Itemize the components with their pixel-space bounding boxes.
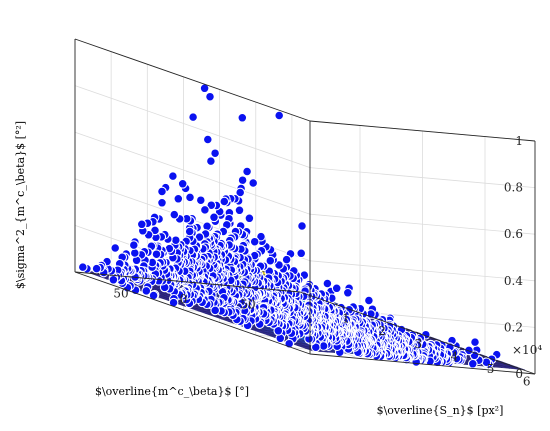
scatter-point — [244, 213, 255, 224]
y-tick-label: 3 — [414, 337, 422, 351]
axis-box-edge — [309, 120, 536, 142]
z-tick-label: 0.8 — [504, 181, 523, 195]
scatter-point — [467, 358, 478, 369]
scatter-point — [129, 248, 140, 258]
scatter-point — [322, 278, 333, 289]
scatter-point — [209, 212, 219, 223]
y-exponent-label: ×10⁴ — [512, 343, 542, 357]
scatter-point — [169, 209, 180, 220]
scatter-point — [237, 175, 248, 186]
scatter-point — [136, 219, 147, 230]
z-tick-labels: 0 0.2 0.4 0.6 0.8 1 — [504, 134, 523, 381]
z-tick-label: 0.6 — [504, 227, 523, 241]
scatter-point — [364, 295, 374, 306]
scatter-point — [200, 205, 210, 215]
scatter-point — [195, 195, 206, 206]
scatter-point — [202, 221, 212, 232]
axis-box-edge — [74, 271, 311, 355]
scatter-point — [206, 200, 217, 211]
scatter-point — [274, 110, 285, 121]
y-tick-label: 1 — [342, 312, 350, 326]
scatter-point — [248, 178, 259, 188]
scatter-point — [91, 263, 102, 274]
axis-box-edge — [74, 38, 311, 122]
scatter-point — [184, 226, 195, 237]
scatter-point — [157, 186, 167, 197]
y-tick-label: 5 — [487, 362, 495, 376]
z-tick-label: 0 — [515, 367, 523, 381]
z-tick-label: 1 — [515, 134, 523, 148]
scatter-point — [108, 274, 119, 285]
scatter-point — [110, 243, 121, 253]
scatter-point — [296, 248, 307, 259]
z-tick-label: 0.4 — [504, 274, 523, 288]
scatter-point — [249, 236, 260, 247]
scatter-point — [188, 112, 198, 122]
scatter-point — [237, 112, 248, 123]
scatter-point — [170, 235, 181, 246]
x-axis-label: $\overline{m^c_\beta}$ [°] — [95, 385, 249, 398]
y-axis-label: $\overline{S_n}$ [px²] — [377, 404, 504, 417]
scatter-point — [185, 192, 195, 203]
scatter-point — [128, 240, 139, 250]
scatter-point — [234, 205, 245, 216]
scatter-point — [168, 297, 179, 308]
scatter-series — [77, 83, 502, 369]
scatter-point — [256, 231, 266, 242]
scatter-point — [210, 148, 220, 159]
y-tick-label: 6 — [523, 375, 531, 389]
scatter-point — [173, 193, 184, 204]
x-axis-line — [74, 271, 301, 293]
scatter-point — [265, 255, 276, 266]
scatter-point — [297, 221, 307, 231]
y-tick-label: 2 — [378, 324, 386, 338]
axis-box-edge — [309, 353, 536, 375]
scatter-point — [310, 342, 321, 353]
z-axis-label: $\sigma^2_{m^c_\beta}$ [°²] — [14, 121, 27, 289]
scatter-point — [342, 287, 353, 298]
side-wall-gridline — [74, 131, 311, 215]
x-tick-labels: -50 0 50 — [113, 286, 255, 311]
scatter-point — [157, 197, 167, 208]
scatter-point — [242, 166, 252, 177]
side-wall-gridline — [74, 85, 311, 168]
scatter-point — [464, 345, 474, 356]
scatter-point — [206, 156, 216, 166]
scatter-point — [331, 283, 342, 294]
scatter-point — [202, 134, 213, 145]
scatter-point — [77, 262, 88, 272]
axes — [74, 38, 536, 375]
scatter-point — [470, 337, 480, 347]
scatter-point — [168, 171, 178, 181]
x-tick-label: -50 — [236, 298, 255, 312]
x-tick-label: 50 — [113, 286, 128, 300]
scatter-point — [219, 196, 230, 207]
y-tick-label: 4 — [451, 349, 459, 363]
scatter-point — [205, 91, 215, 102]
scatter-point — [177, 178, 188, 189]
scatter-point — [141, 286, 152, 296]
y-axis-line — [299, 291, 536, 375]
x-tick-label: 0 — [180, 292, 188, 306]
z-tick-label: 0.2 — [504, 320, 523, 334]
y-tick-labels: 1 2 3 4 5 6 — [342, 312, 530, 389]
scatter-point — [210, 305, 221, 316]
scatter-point — [281, 254, 292, 265]
